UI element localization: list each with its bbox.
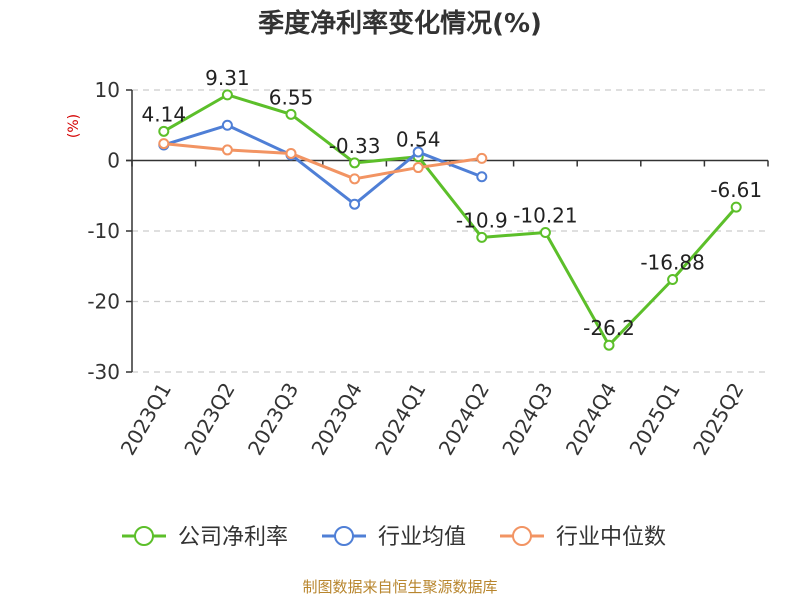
data-label: -16.88 [640, 251, 704, 275]
legend-item[interactable]: 行业均值 [322, 525, 466, 550]
y-tick-label: -10 [87, 219, 120, 243]
data-label: 4.14 [142, 102, 187, 126]
legend-item[interactable]: 行业中位数 [500, 525, 666, 550]
data-label: -10.9 [456, 208, 508, 232]
data-label: 0.54 [396, 128, 441, 152]
data-point [412, 162, 424, 174]
data-label: -6.61 [710, 178, 762, 202]
data-point [476, 231, 488, 243]
data-point [603, 339, 615, 351]
data-point [285, 108, 297, 120]
y-axis-unit: (%) [66, 114, 82, 138]
x-tick-label: 2023Q1 [116, 379, 176, 460]
legend-label: 行业中位数 [556, 525, 666, 550]
series-0 [158, 89, 742, 351]
legend-label: 行业均值 [378, 525, 466, 550]
data-label: -10.21 [513, 203, 577, 227]
grid-lines [132, 89, 768, 373]
data-point [158, 125, 170, 137]
legend-item[interactable]: 公司净利率 [122, 525, 288, 550]
data-point [349, 198, 361, 210]
data-label: -26.2 [583, 316, 635, 340]
data-point [539, 226, 551, 238]
x-tick-label: 2024Q1 [370, 379, 430, 460]
chart-title: 季度净利率变化情况(%) [258, 8, 542, 39]
data-label: 9.31 [205, 66, 250, 90]
data-point [476, 152, 488, 164]
y-tick-label: -30 [87, 360, 120, 384]
source-note: 制图数据来自恒生聚源数据库 [302, 578, 497, 596]
y-tick-labels: 10 0 -10 -20 -30 [87, 78, 120, 384]
series-line [163, 142, 483, 181]
legend-swatch-marker [334, 526, 354, 546]
x-tick-label: 2023Q2 [179, 379, 239, 460]
data-point [158, 138, 170, 150]
x-tick-label: 2025Q2 [688, 379, 748, 460]
x-tick-label: 2023Q4 [306, 379, 366, 460]
data-point [349, 173, 361, 185]
data-point [349, 157, 361, 169]
x-tick-labels: 2023Q1 2023Q2 2023Q3 2023Q4 2024Q1 2024Q2 2024… [116, 379, 749, 460]
data-point [221, 119, 233, 131]
data-point [667, 274, 679, 286]
y-tick-label: -20 [87, 290, 120, 314]
x-tick-label: 2024Q3 [497, 379, 557, 460]
legend-swatch-marker [134, 526, 154, 546]
y-tick-label: 0 [107, 149, 120, 173]
data-point [730, 201, 742, 213]
data-point [285, 147, 297, 159]
x-tick-label: 2024Q2 [434, 379, 494, 460]
series-2 [158, 138, 488, 185]
data-point [221, 89, 233, 101]
data-point [412, 146, 424, 158]
x-tick-label: 2025Q1 [624, 379, 684, 460]
legend-swatch-marker [512, 526, 532, 546]
data-label: -0.33 [329, 134, 381, 158]
series-line [163, 123, 483, 206]
legend[interactable]: 公司净利率 行业均值 行业中位数 [122, 525, 666, 550]
data-label: 6.55 [269, 85, 314, 109]
y-tick-label: 10 [95, 78, 120, 102]
legend-label: 公司净利率 [178, 525, 288, 550]
x-tick-label: 2024Q4 [561, 379, 621, 460]
data-point [476, 171, 488, 183]
series-line [163, 93, 738, 347]
data-point [221, 144, 233, 156]
x-tick-label: 2023Q3 [243, 379, 303, 460]
data-labels: 4.14 9.31 6.55 -0.33 0.54 -10.9 -10.21 -26.2 -16… [142, 66, 763, 340]
series-layer [158, 89, 742, 351]
